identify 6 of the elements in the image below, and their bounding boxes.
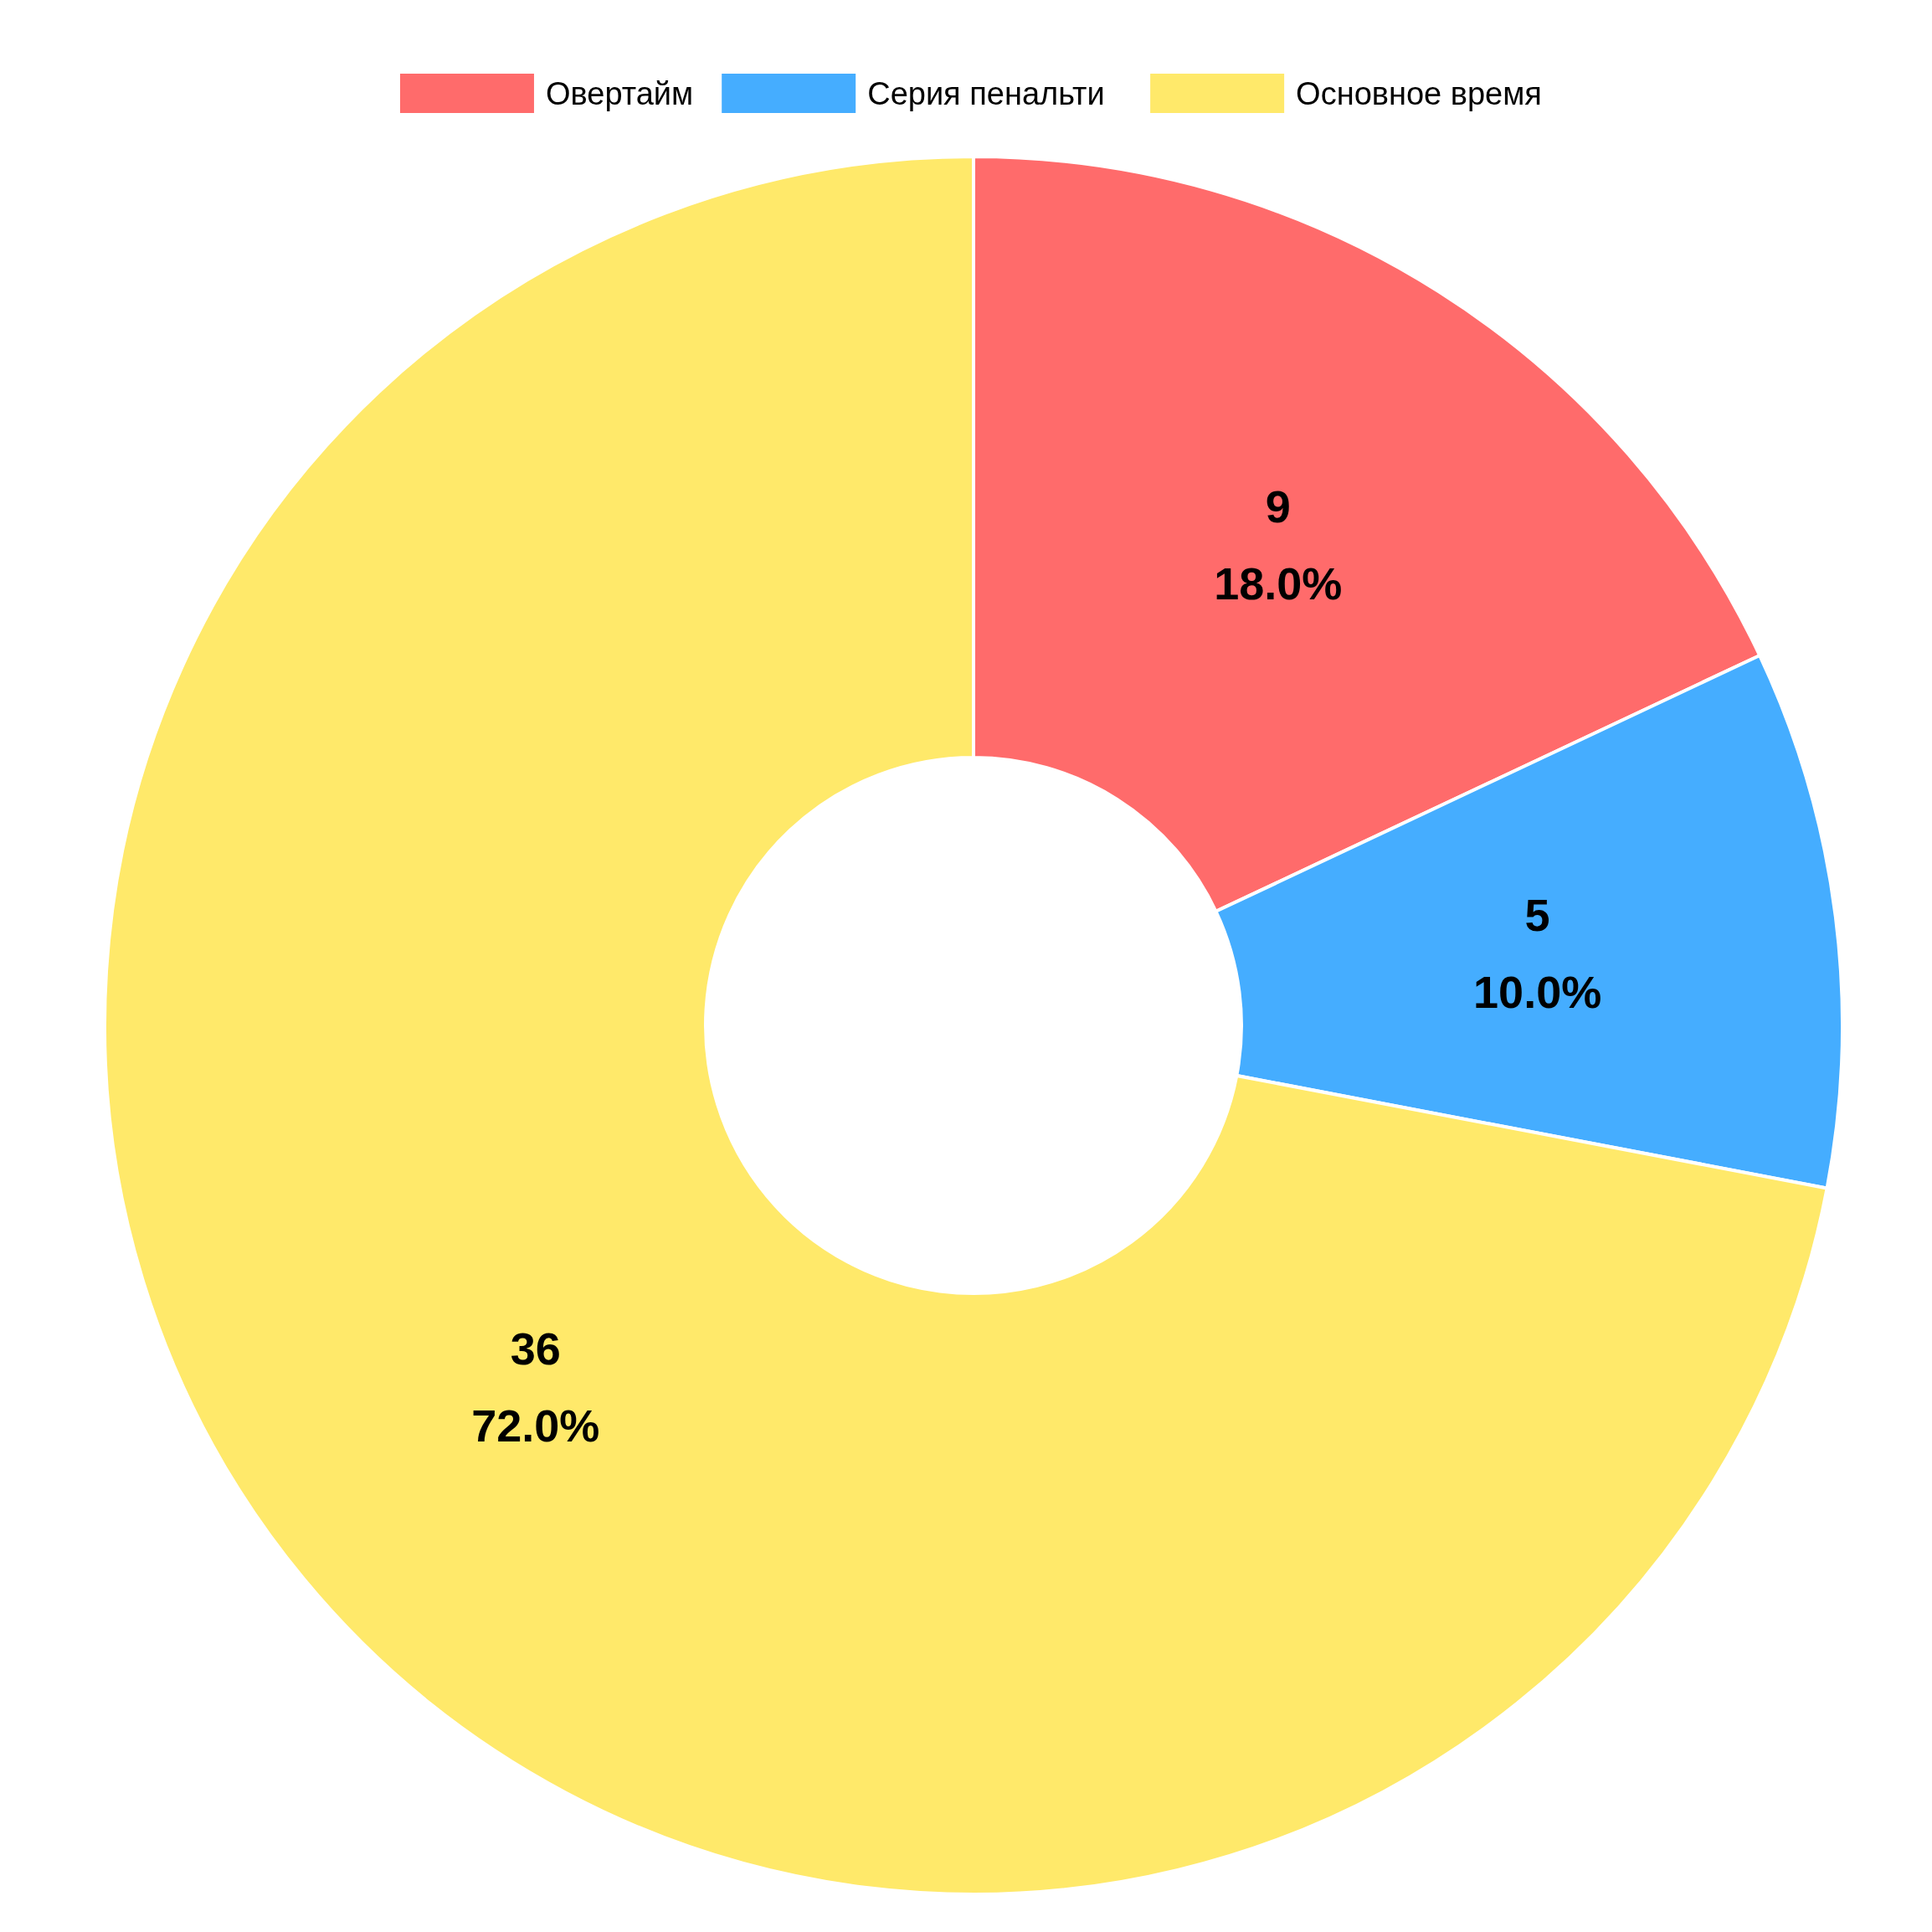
- legend-label: Серия пенальти: [867, 75, 1105, 111]
- data-label: 36 72.0%: [471, 1323, 600, 1451]
- data-label: 5 10.0%: [1473, 889, 1602, 1017]
- legend-label: Овертайм: [545, 75, 694, 111]
- data-label: 9 18.0%: [1214, 480, 1343, 609]
- legend-label: Основное время: [1296, 75, 1542, 111]
